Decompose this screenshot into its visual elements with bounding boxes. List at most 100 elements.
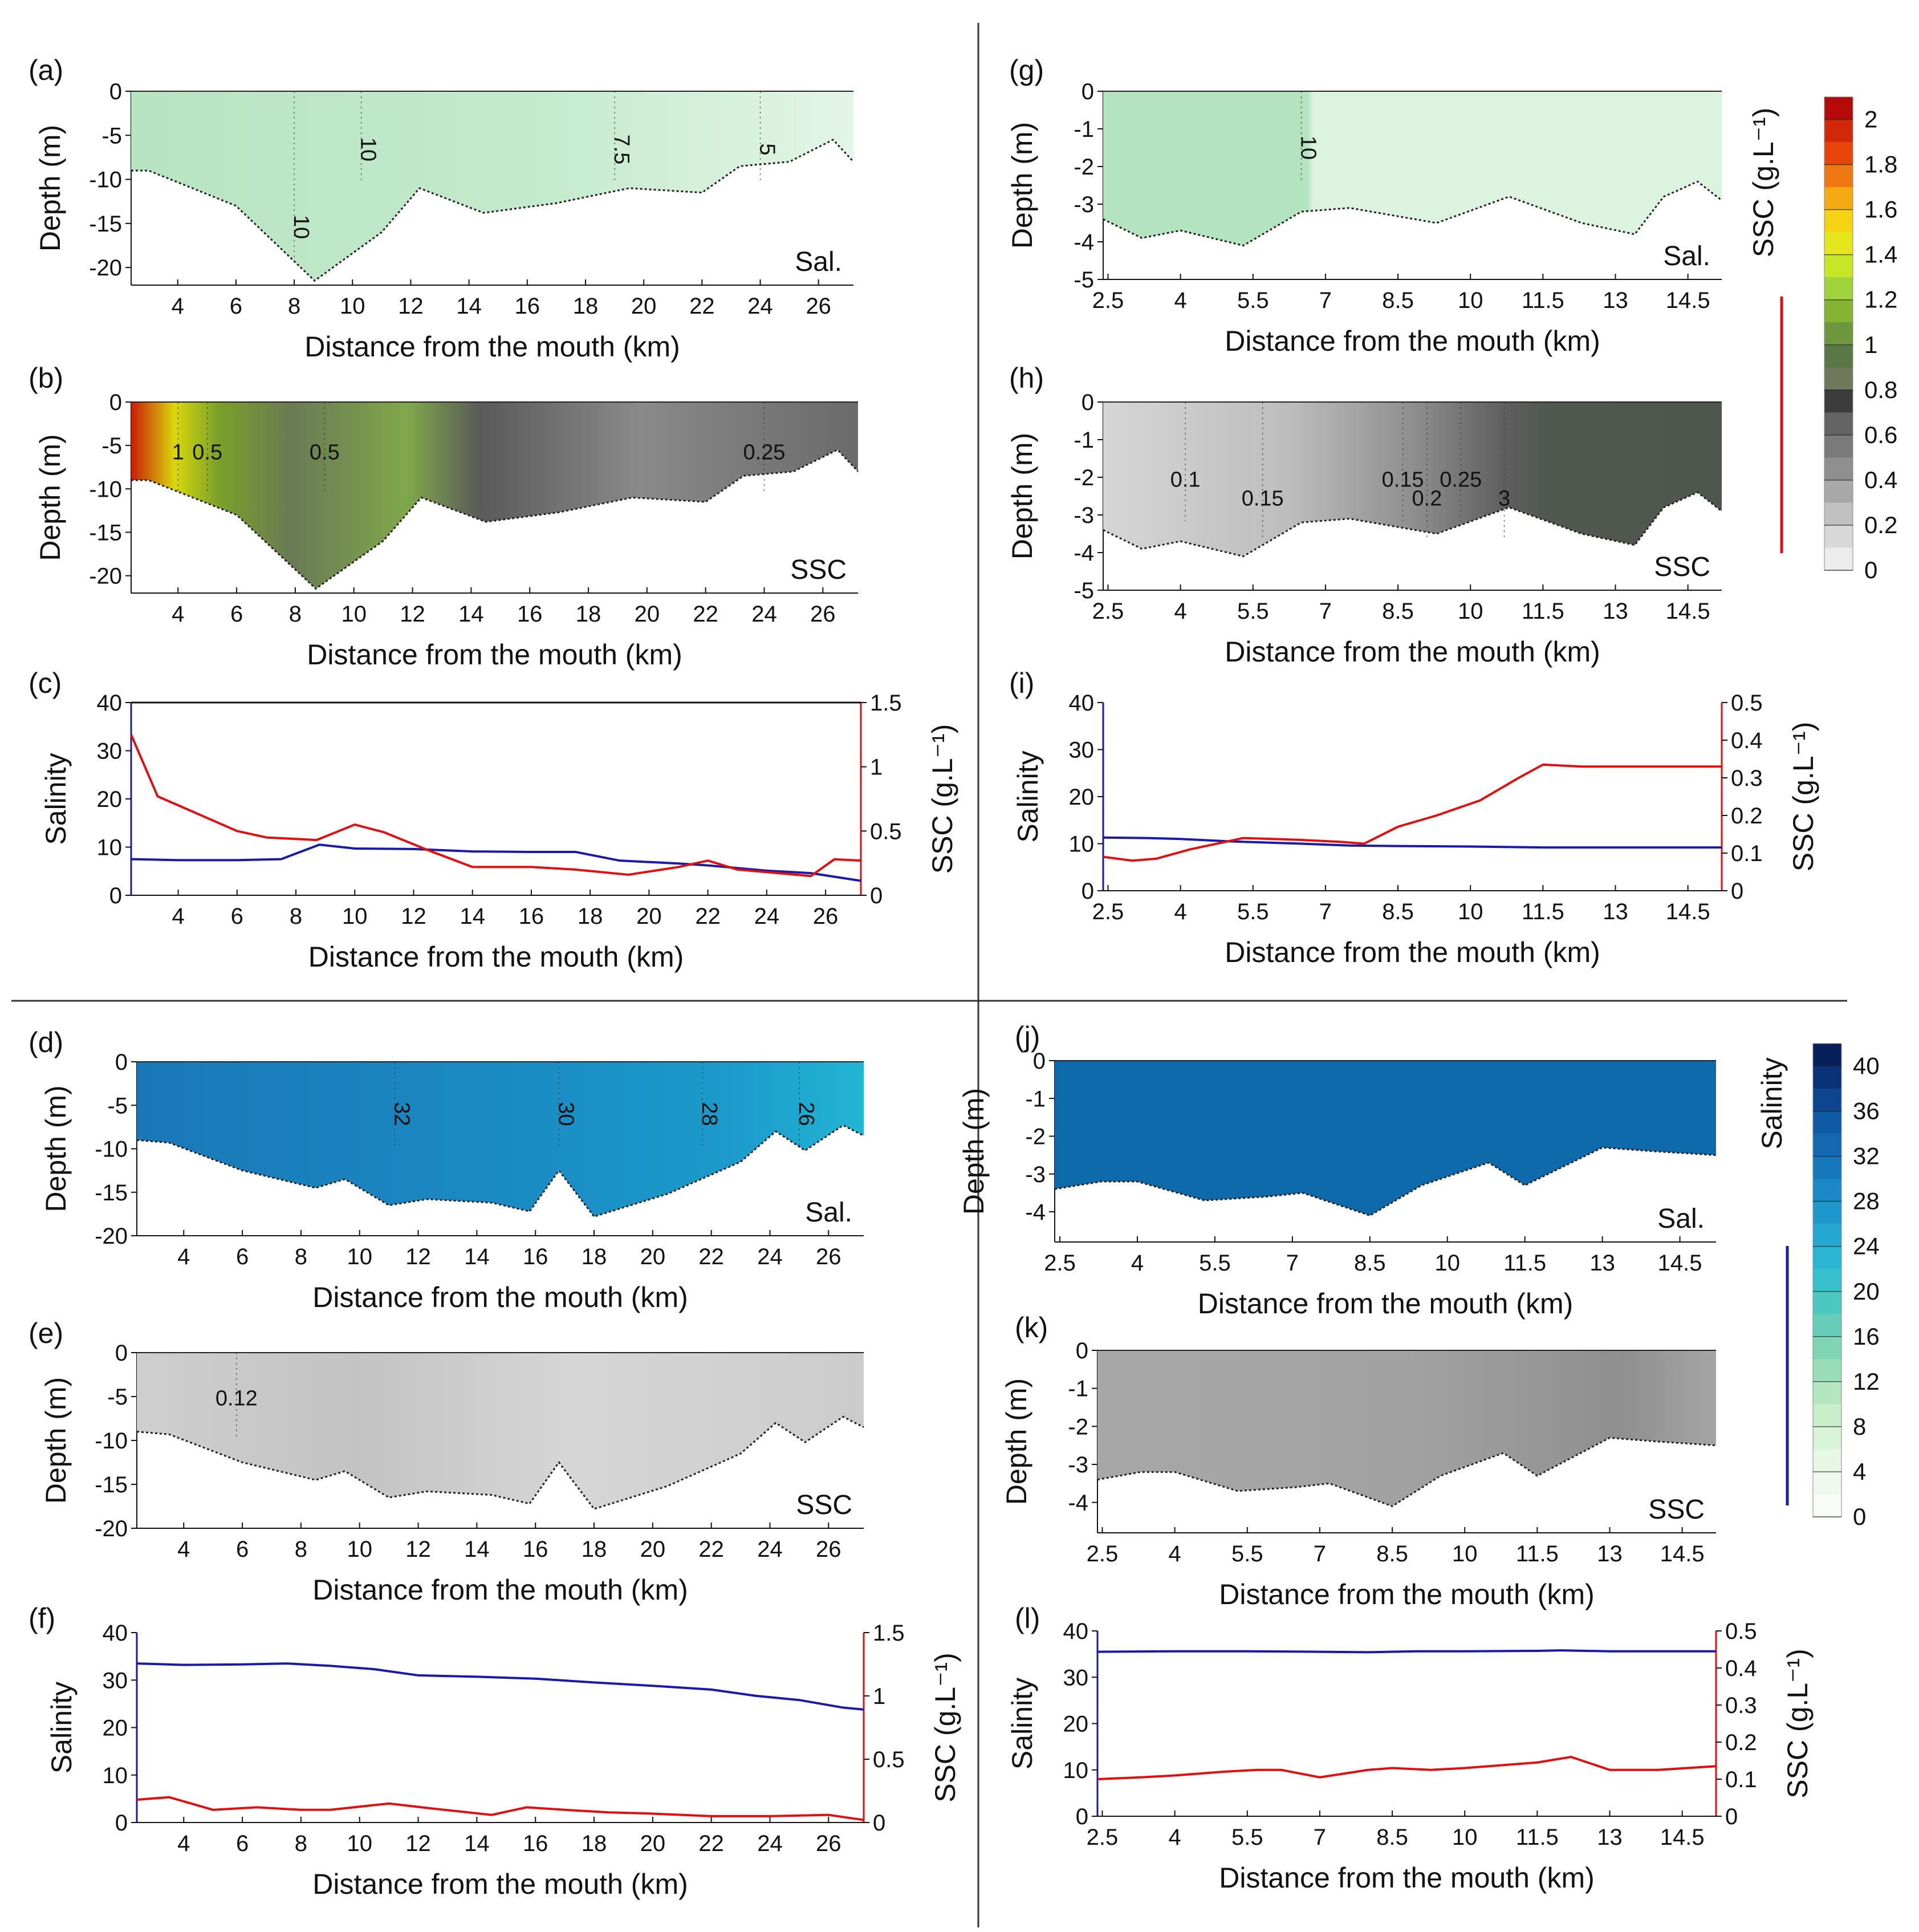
panel-label: (f) <box>29 1602 55 1634</box>
x-tick-label: 14 <box>456 294 482 319</box>
panel-label: (d) <box>29 1026 63 1058</box>
colorbar-swatch <box>1813 1426 1841 1450</box>
section-fill <box>1055 1061 1716 1216</box>
y-axis-title: Depth (m) <box>958 1088 990 1215</box>
x-tick-label: 20 <box>636 904 662 929</box>
y-tick-label: -5 <box>1074 267 1094 293</box>
x-tick-label: 18 <box>582 1244 607 1269</box>
x-tick-label: 7 <box>1286 1251 1299 1276</box>
y-tick-label: -4 <box>1074 541 1094 566</box>
x-tick-label: 8 <box>295 1244 307 1269</box>
right-tick-label: 0.3 <box>1731 766 1763 791</box>
section-tag: Sal. <box>795 247 842 277</box>
left-tick-label: 20 <box>103 1716 128 1741</box>
ssc-series-line <box>136 1796 864 1821</box>
x-tick-label: 12 <box>401 904 426 929</box>
right-tick-label: 0.2 <box>1731 803 1763 829</box>
x-tick-label: 4 <box>1169 1825 1181 1850</box>
x-tick-label: 8 <box>288 294 300 319</box>
y-axis-title: Depth (m) <box>34 434 66 561</box>
x-axis-title: Distance from the mouth (km) <box>1219 1578 1595 1610</box>
contour-label: 10 <box>1296 136 1320 160</box>
right-tick-label: 1 <box>870 755 883 780</box>
x-tick-label: 13 <box>1597 1541 1623 1566</box>
colorbar-title: Salinity <box>1756 1057 1788 1149</box>
x-tick-label: 8.5 <box>1382 288 1414 313</box>
x-tick-label: 12 <box>405 1831 431 1856</box>
left-axis-title: Salinity <box>1012 750 1044 842</box>
right-tick-label: 0.5 <box>873 1747 905 1772</box>
x-tick-label: 13 <box>1603 899 1628 924</box>
y-tick-label: 0 <box>115 1341 128 1366</box>
contour-label: 26 <box>794 1102 818 1126</box>
x-tick-label: 8.5 <box>1382 599 1414 624</box>
colorbar-swatch <box>1824 457 1853 481</box>
x-tick-label: 2.5 <box>1092 599 1124 624</box>
x-tick-label: 26 <box>813 904 839 929</box>
y-tick-label: -5 <box>101 433 122 458</box>
x-tick-label: 4 <box>1169 1541 1181 1566</box>
contour-label: 28 <box>697 1102 721 1126</box>
colorbar-swatch <box>1813 1269 1841 1292</box>
x-tick-label: 20 <box>640 1537 666 1562</box>
x-tick-label: 4 <box>172 294 184 319</box>
left-tick-label: 30 <box>97 739 123 764</box>
y-tick-label: 0 <box>1082 390 1094 415</box>
y-tick-label: -1 <box>1074 428 1094 453</box>
right-axis-title: SSC (g.L⁻¹) <box>1782 1649 1814 1799</box>
left-tick-label: 0 <box>1076 1804 1088 1829</box>
y-tick-label: -5 <box>107 1385 128 1410</box>
left-tick-label: 20 <box>97 787 123 812</box>
colorbar-tick-label: 32 <box>1853 1143 1880 1170</box>
section-tag: Sal. <box>1663 241 1710 271</box>
x-tick-label: 2.5 <box>1087 1541 1119 1566</box>
x-tick-label: 18 <box>578 904 603 929</box>
colorbar-swatch <box>1813 1201 1841 1225</box>
x-tick-label: 24 <box>747 294 773 319</box>
colorbar-swatch <box>1824 322 1853 346</box>
colorbar-swatch <box>1824 277 1853 301</box>
x-tick-label: 7 <box>1319 899 1332 924</box>
left-axis-title: Salinity <box>46 1682 78 1773</box>
y-tick-label: -10 <box>89 477 122 502</box>
panel-label: (i) <box>1009 667 1034 699</box>
colorbar-tick-label: 36 <box>1853 1098 1880 1125</box>
x-tick-label: 14.5 <box>1666 288 1710 313</box>
x-axis-title: Distance from the mouth (km) <box>312 1281 688 1313</box>
left-tick-label: 40 <box>1063 1619 1089 1644</box>
x-tick-label: 5.5 <box>1237 288 1269 313</box>
y-tick-label: -4 <box>1025 1200 1046 1225</box>
x-tick-label: 7 <box>1319 288 1332 313</box>
x-tick-label: 4 <box>172 904 184 929</box>
x-tick-label: 4 <box>172 602 184 627</box>
colorbar-tick-label: 0 <box>1853 1503 1866 1530</box>
x-axis-title: Distance from the mouth (km) <box>307 639 682 671</box>
x-tick-label: 13 <box>1603 288 1628 313</box>
colorbar-tick-label: 0.2 <box>1864 512 1897 538</box>
colorbar-swatch <box>1813 1494 1841 1517</box>
colorbar-swatch <box>1813 1224 1841 1247</box>
colorbar-swatch <box>1824 367 1853 391</box>
right-tick-label: 1.5 <box>870 691 902 716</box>
x-tick-label: 10 <box>1458 899 1483 924</box>
x-tick-label: 24 <box>757 1244 783 1269</box>
colorbar-swatch <box>1813 1044 1841 1067</box>
colorbar-tick-label: 40 <box>1853 1053 1880 1079</box>
y-tick-label: -5 <box>107 1093 128 1118</box>
x-axis-title: Distance from the mouth (km) <box>308 941 684 973</box>
x-tick-label: 7 <box>1314 1541 1326 1566</box>
contour-label: 5 <box>755 143 779 155</box>
x-tick-label: 16 <box>519 904 544 929</box>
y-tick-label: -3 <box>1025 1162 1046 1187</box>
colorbar-swatch <box>1824 187 1853 210</box>
bottom-line <box>136 1415 864 1510</box>
x-tick-label: 22 <box>698 1537 724 1562</box>
x-tick-label: 16 <box>523 1244 548 1269</box>
x-tick-label: 16 <box>517 602 543 627</box>
colorbar-swatch <box>1824 299 1853 323</box>
x-tick-label: 14 <box>458 602 484 627</box>
right-tick-label: 0.4 <box>1731 728 1763 753</box>
